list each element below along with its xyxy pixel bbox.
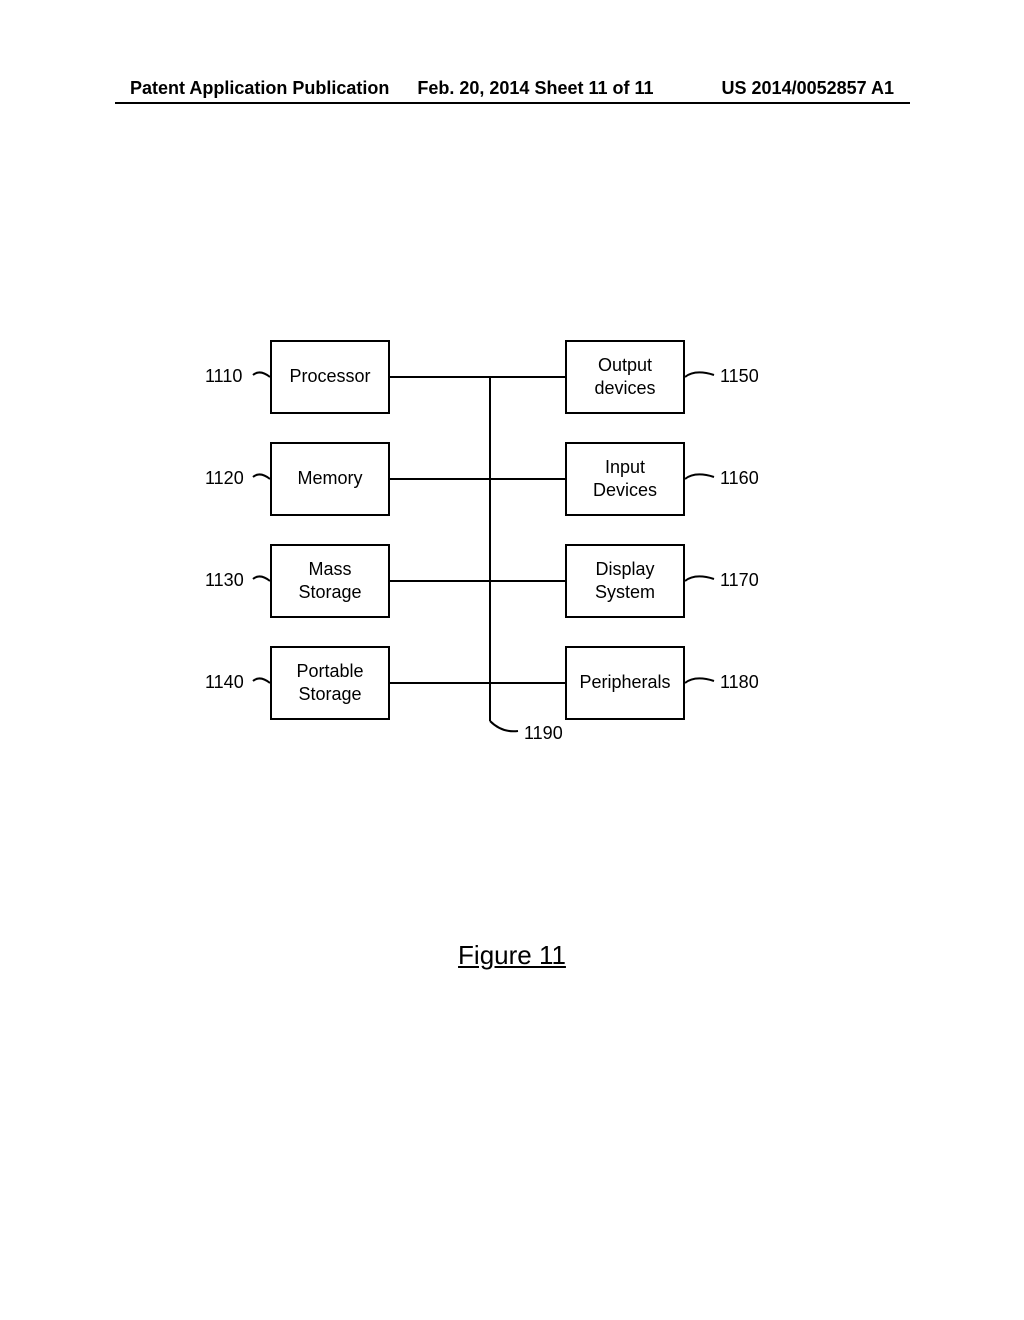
patent-header: Patent Application Publication Feb. 20, … [0,78,1024,99]
ref-1110: 1110 [205,366,242,387]
figure-title: Figure 11 [0,940,1024,971]
block-1180: Peripherals [565,646,685,720]
ref-1170: 1170 [720,570,759,591]
ref-1180: 1180 [720,672,759,693]
ref-1190: 1190 [524,723,563,744]
block-1160: InputDevices [565,442,685,516]
header-right: US 2014/0052857 A1 [722,78,894,99]
block-1140: PortableStorage [270,646,390,720]
block-1170: DisplaySystem [565,544,685,618]
header-left: Patent Application Publication [130,78,389,99]
ref-1150: 1150 [720,366,759,387]
header-center: Feb. 20, 2014 Sheet 11 of 11 [417,78,653,99]
block-1110: Processor [270,340,390,414]
block-1120: Memory [270,442,390,516]
ref-1120: 1120 [205,468,244,489]
block-1150: Outputdevices [565,340,685,414]
ref-1130: 1130 [205,570,244,591]
ref-1160: 1160 [720,468,759,489]
header-rule [115,102,910,104]
ref-1140: 1140 [205,672,244,693]
block-1130: MassStorage [270,544,390,618]
